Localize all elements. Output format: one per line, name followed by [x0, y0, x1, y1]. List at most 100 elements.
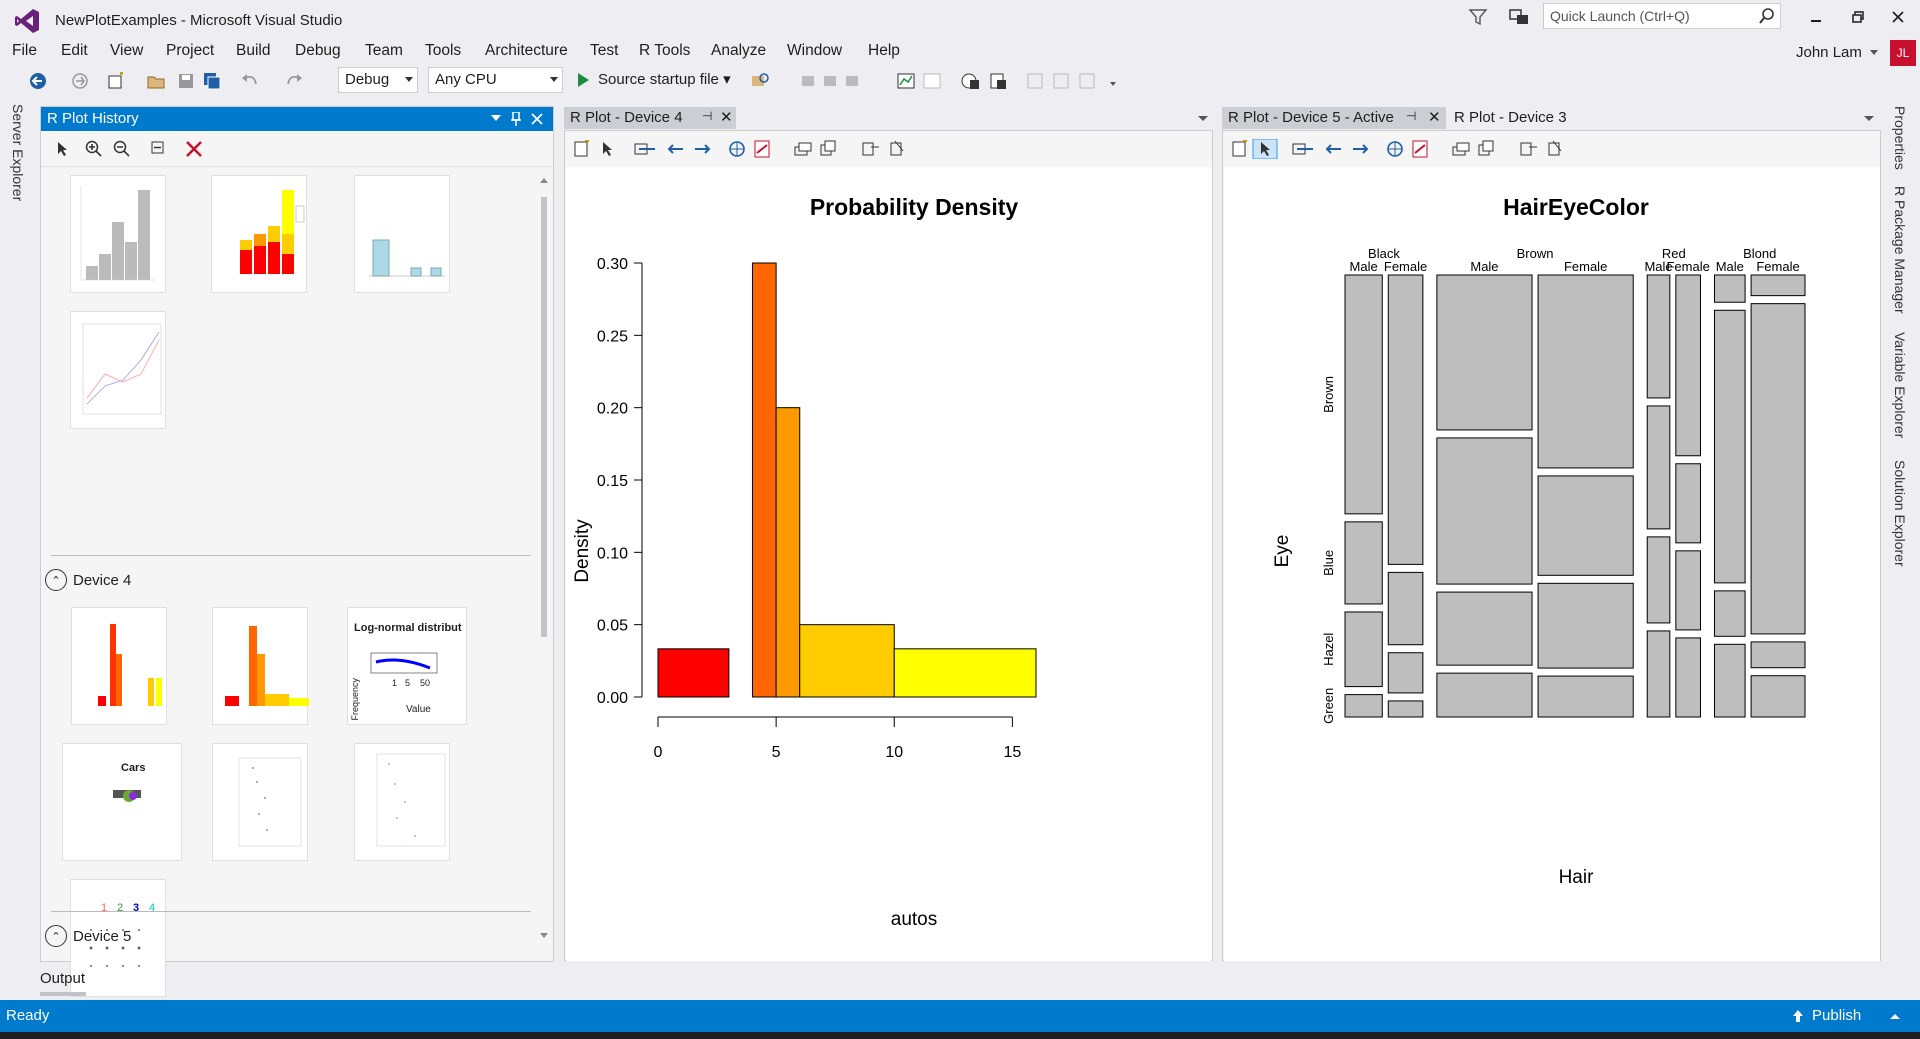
close-panel-icon[interactable] — [531, 113, 543, 125]
r-plot-disabled-icon[interactable] — [922, 72, 942, 90]
search-icon[interactable] — [1758, 7, 1776, 25]
find-icon[interactable] — [750, 72, 770, 90]
device5-group-header[interactable]: ⌃ Device 5 — [45, 925, 131, 947]
start-icon[interactable] — [578, 73, 589, 87]
step-controls-icon[interactable] — [800, 72, 864, 90]
plot-thumbnail-dotchart-2[interactable] — [354, 743, 450, 861]
probability-density-chart: Probability Density Density autos 0.00 0.… — [572, 194, 1037, 930]
solution-explorer-tab[interactable]: Solution Explorer — [1892, 460, 1908, 567]
r-interactive-icon[interactable] — [960, 72, 980, 90]
r-plot-icon[interactable] — [896, 72, 916, 90]
pin-icon[interactable]: ⊣ — [1406, 109, 1417, 123]
close-tab-icon[interactable]: ✕ — [1428, 109, 1441, 126]
collapse-chevron-icon[interactable]: ⌃ — [45, 925, 67, 947]
plot-thumbnail-autos-stacked[interactable] — [211, 175, 307, 293]
menu-debug[interactable]: Debug — [295, 42, 341, 59]
minimize-button[interactable] — [1798, 4, 1834, 30]
plot-thumbnail-histogram[interactable] — [354, 175, 450, 293]
menu-view[interactable]: View — [110, 42, 144, 59]
dropdown-icon[interactable] — [491, 115, 501, 123]
select-icon[interactable] — [53, 140, 71, 158]
filter-icon[interactable] — [1468, 7, 1488, 27]
quick-launch-input[interactable]: Quick Launch (Ctrl+Q) — [1543, 3, 1781, 29]
solution-configuration-select[interactable]: Debug — [338, 67, 418, 93]
pin-icon[interactable]: ⊣ — [702, 109, 713, 123]
sex-label: Female — [1756, 259, 1799, 274]
cars-word-cloud-icon — [113, 790, 141, 802]
tab-overflow-icon[interactable] — [1864, 116, 1874, 122]
tab-r-plot-device3[interactable]: R Plot - Device 3 — [1448, 107, 1638, 129]
publish-button[interactable]: Publish — [1812, 1007, 1862, 1024]
plot-thumbnail-cars[interactable]: Cars — [62, 743, 182, 861]
feedback-icon[interactable] — [1508, 7, 1530, 27]
device4-group-header[interactable]: ⌃ Device 4 — [45, 569, 131, 591]
tab-overflow-icon[interactable] — [1198, 116, 1208, 122]
y-tick-label: 0.15 — [597, 473, 628, 490]
avatar[interactable]: JL — [1890, 40, 1916, 66]
properties-tab[interactable]: Properties — [1892, 106, 1908, 170]
histogram-bar — [893, 648, 1037, 698]
r-source-icon[interactable] — [988, 72, 1008, 90]
menu-help[interactable]: Help — [868, 42, 900, 59]
undo-icon[interactable] — [240, 72, 260, 90]
r-package-manager-tab[interactable]: R Package Manager — [1892, 186, 1908, 314]
solution-platform-select[interactable]: Any CPU — [428, 67, 563, 93]
y-tick-label: 0.30 — [597, 256, 628, 273]
menu-edit[interactable]: Edit — [61, 42, 88, 59]
save-all-icon[interactable] — [202, 72, 222, 90]
save-icon[interactable] — [176, 72, 196, 90]
menu-analyze[interactable]: Analyze — [711, 42, 767, 59]
collapse-chevron-icon[interactable]: ⌃ — [45, 569, 67, 591]
history-scrollbar[interactable] — [539, 173, 549, 943]
x-axis-label: autos — [891, 909, 937, 930]
plot-toolbar-icon[interactable] — [1231, 139, 1571, 159]
menu-build[interactable]: Build — [236, 42, 271, 59]
server-explorer-tab[interactable]: Server Explorer — [10, 104, 26, 202]
maximize-button[interactable] — [1840, 4, 1876, 30]
menu-architecture[interactable]: Architecture — [485, 42, 568, 59]
back-icon[interactable] — [28, 72, 48, 90]
mosaic-tile — [1537, 582, 1634, 669]
output-tab[interactable]: Output — [40, 970, 86, 987]
menu-project[interactable]: Project — [166, 42, 215, 59]
close-tab-icon[interactable]: ✕ — [720, 109, 733, 126]
variable-explorer-tab[interactable]: Variable Explorer — [1892, 332, 1908, 439]
plot-toolbar-icon[interactable] — [573, 139, 913, 159]
hair-label: Black — [1368, 246, 1400, 261]
start-button-label: Source startup file — [598, 71, 719, 88]
menu-tools[interactable]: Tools — [425, 42, 462, 59]
plot-thumbnail-dotchart[interactable] — [212, 743, 308, 861]
plot-thumbnail-pch[interactable]: 1 2 3 4 — [70, 879, 166, 997]
new-project-icon[interactable] — [106, 72, 126, 90]
mosaic-tile — [1537, 274, 1634, 469]
pin-icon[interactable] — [511, 112, 521, 126]
publish-arrow-icon[interactable] — [1792, 1009, 1804, 1023]
publish-dropdown-icon[interactable] — [1890, 1014, 1900, 1020]
plot-thumbnail-lognormal[interactable]: Log-normal distribut Frequency 1 5 50 Va… — [347, 607, 467, 725]
user-name[interactable]: John Lam — [1796, 44, 1862, 61]
menu-file[interactable]: File — [12, 42, 37, 59]
tab-r-plot-device5-active[interactable]: R Plot - Device 5 - Active ⊣ ✕ — [1222, 107, 1446, 129]
taskbar-strip — [0, 1032, 1920, 1039]
close-button[interactable] — [1880, 4, 1916, 30]
redo-icon[interactable] — [284, 72, 304, 90]
delete-plot-icon[interactable] — [185, 140, 203, 158]
forward-icon[interactable] — [70, 72, 90, 90]
plot-thumbnail-autos-histogram[interactable] — [71, 607, 167, 725]
plot-thumbnail-barplot[interactable] — [70, 175, 166, 293]
more-tools-icon[interactable] — [1026, 72, 1116, 90]
collapse-all-icon[interactable] — [151, 141, 165, 155]
menu-test[interactable]: Test — [590, 42, 619, 59]
user-dropdown-icon[interactable] — [1870, 50, 1878, 56]
mosaic-tile — [1344, 611, 1383, 688]
plot-thumbnail-line[interactable] — [70, 311, 166, 429]
zoom-in-icon[interactable] — [85, 140, 103, 158]
menu-window[interactable]: Window — [787, 42, 843, 59]
start-button[interactable]: Source startup file ▾ — [598, 71, 731, 88]
tab-r-plot-device4[interactable]: R Plot - Device 4 ⊣ ✕ — [564, 107, 736, 129]
zoom-out-icon[interactable] — [113, 140, 131, 158]
menu-r-tools[interactable]: R Tools — [639, 42, 691, 59]
plot-thumbnail-probability-density[interactable] — [212, 607, 309, 725]
open-folder-icon[interactable] — [146, 72, 166, 90]
menu-team[interactable]: Team — [365, 42, 403, 59]
